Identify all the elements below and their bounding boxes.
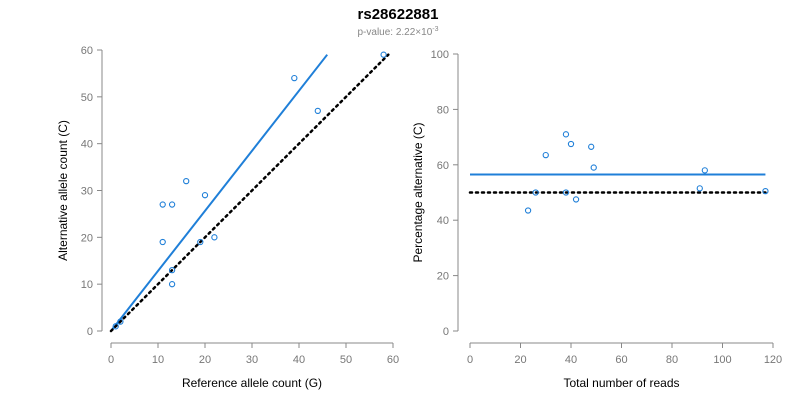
left-data-point [211, 234, 218, 241]
right-data-point [562, 131, 570, 138]
left-y-tick-label: 30 [81, 186, 93, 198]
left-x-tick-label: 10 [152, 354, 164, 366]
left-data-point [183, 177, 190, 185]
right-data-point [588, 143, 595, 150]
chart-title: rs28622881 [358, 6, 439, 23]
left-data-point [117, 318, 124, 325]
right-x-axis-title: Total number of reads [563, 376, 679, 390]
right-y-tick-label: 20 [437, 271, 449, 283]
left-y-tick-label: 50 [81, 92, 93, 104]
right-x-tick-label: 60 [615, 354, 627, 366]
left-x-axis-title: Reference allele count (G) [182, 376, 322, 390]
right-data-point [542, 151, 549, 159]
left-y-axis-title: Alternative allele count (C) [56, 120, 70, 261]
left-data-point [168, 281, 176, 288]
right-y-tick-label: 100 [431, 49, 449, 61]
right-data-point [696, 185, 703, 192]
left-reference-line [109, 53, 390, 333]
right-data-point [567, 140, 575, 148]
left-y-tick-label: 40 [81, 139, 93, 151]
right-x-tick-label: 20 [514, 354, 526, 366]
right-data-point [532, 189, 539, 196]
right-x-tick-label: 100 [713, 354, 731, 366]
right-x-tick-label: 0 [467, 354, 473, 366]
right-x-tick-label: 80 [666, 354, 678, 366]
subtitle-exponent: -3 [432, 26, 438, 33]
right-y-tick-label: 40 [437, 215, 449, 227]
right-x-tick-label: 40 [565, 354, 577, 366]
left-y-tick-label: 0 [87, 326, 93, 338]
right-data-point [762, 187, 769, 195]
left-x-tick-label: 30 [246, 354, 258, 366]
right-x-tick-label: 120 [764, 354, 782, 366]
right-data-point [572, 196, 580, 203]
left-data-point [314, 107, 321, 115]
left-data-point [159, 238, 166, 246]
left-data-point [201, 192, 209, 199]
right-data-point [590, 164, 597, 171]
left-data-point [197, 238, 204, 246]
right-data-point [524, 207, 532, 214]
left-y-tick-label: 20 [81, 232, 93, 244]
chart-subtitle: p-value: 2.22×10-3 [357, 26, 438, 38]
subtitle-text: p-value: 2.22×10 [357, 27, 432, 38]
left-data-point [291, 74, 298, 82]
right-data-point [701, 167, 708, 174]
left-data-point [168, 201, 176, 208]
left-data-point [112, 323, 119, 330]
left-fit-line [110, 54, 328, 332]
left-y-tick-label: 10 [81, 279, 93, 291]
left-x-tick-label: 50 [340, 354, 352, 366]
left-x-tick-label: 40 [293, 354, 305, 366]
left-x-tick-label: 20 [199, 354, 211, 366]
left-data-point [380, 51, 387, 58]
right-data-point [562, 189, 570, 196]
right-y-axis-title: Percentage alternative (C) [411, 122, 425, 262]
left-data-point [168, 266, 176, 274]
left-scatter-panel: 0 10 20 30 40 50 60 0 10 20 30 40 50 60 Reference alle… [56, 45, 399, 390]
left-x-tick-label: 0 [108, 354, 114, 366]
right-y-tick-label: 80 [437, 104, 449, 116]
right-y-tick-label: 0 [443, 326, 449, 338]
left-y-tick-label: 60 [81, 45, 93, 57]
right-scatter-panel: 0 20 40 60 80 100 120 0 20 40 60 80 100 Total number … [411, 49, 782, 390]
right-y-tick-label: 60 [437, 160, 449, 172]
left-x-tick-label: 60 [387, 354, 399, 366]
left-data-point [159, 201, 166, 208]
